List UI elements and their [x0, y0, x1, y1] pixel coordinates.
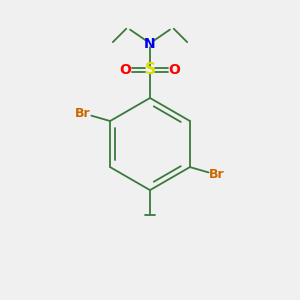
- Text: Br: Br: [209, 168, 225, 181]
- Text: O: O: [119, 63, 131, 77]
- Text: Br: Br: [75, 107, 91, 120]
- Text: N: N: [144, 37, 156, 51]
- Text: S: S: [145, 62, 155, 77]
- Text: O: O: [169, 63, 181, 77]
